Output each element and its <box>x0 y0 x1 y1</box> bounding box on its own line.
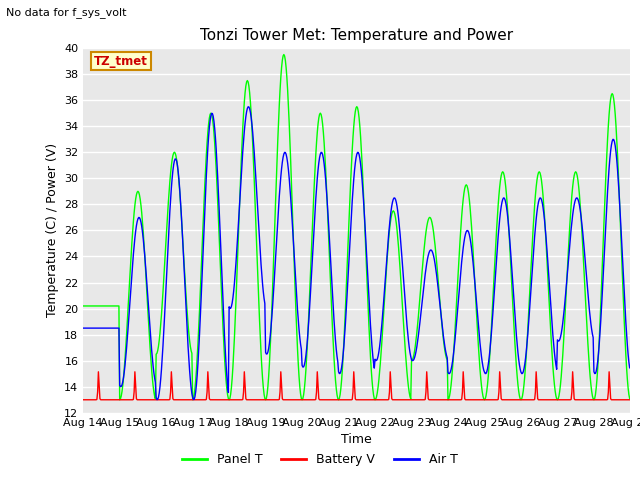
Text: TZ_tmet: TZ_tmet <box>94 55 148 68</box>
X-axis label: Time: Time <box>341 433 372 446</box>
Title: Tonzi Tower Met: Temperature and Power: Tonzi Tower Met: Temperature and Power <box>200 28 513 43</box>
Y-axis label: Temperature (C) / Power (V): Temperature (C) / Power (V) <box>45 144 58 317</box>
Legend: Panel T, Battery V, Air T: Panel T, Battery V, Air T <box>177 448 463 471</box>
Text: No data for f_sys_volt: No data for f_sys_volt <box>6 7 127 18</box>
